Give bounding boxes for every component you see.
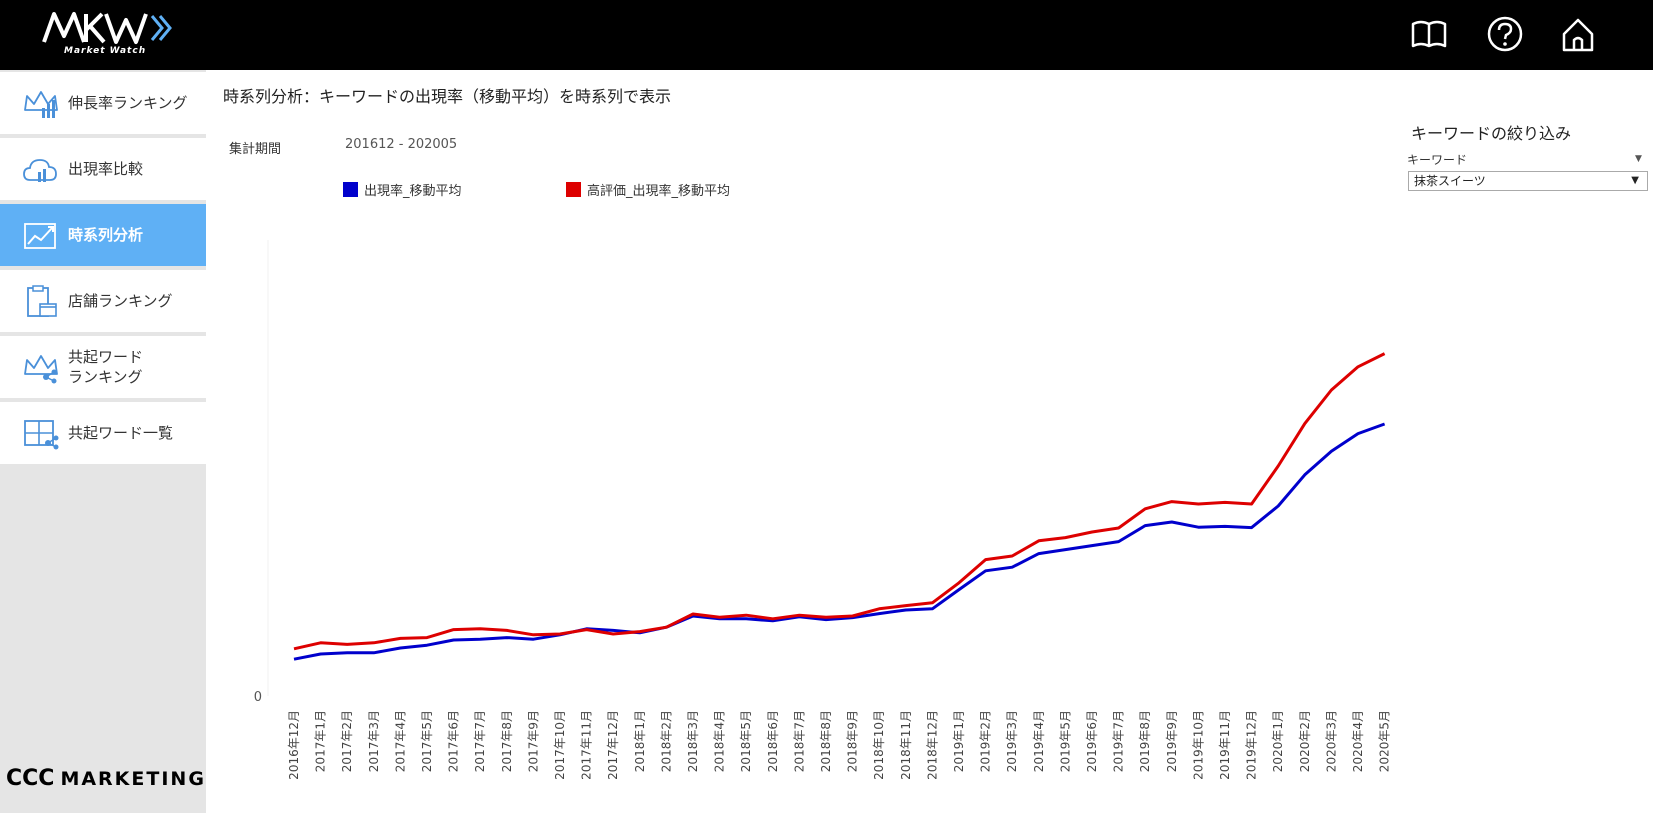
brand-text: MARKETING: [60, 768, 206, 790]
x-tick-label: 2017年11月: [580, 710, 594, 780]
clipboard-store-icon: [22, 284, 60, 318]
legend-item-high-rating[interactable]: 高評価_出現率_移動平均: [566, 180, 730, 199]
x-tick-label: 2018年8月: [819, 710, 833, 772]
x-tick-label: 2017年6月: [447, 710, 461, 772]
x-tick-label: 2018年10月: [872, 710, 886, 780]
keyword-field-label: キーワード: [1407, 153, 1468, 167]
x-tick-label: 2018年4月: [713, 710, 727, 772]
x-tick-label: 2017年9月: [526, 710, 540, 772]
x-tick-label: 2020年4月: [1351, 710, 1365, 772]
keyword-select[interactable]: 抹茶スイーツ ▼: [1408, 171, 1648, 191]
x-tick-label: 2019年4月: [1032, 710, 1046, 772]
x-tick-label: 2017年7月: [473, 710, 487, 772]
keyword-selected-value: 抹茶スイーツ: [1414, 174, 1486, 188]
sidebar-item-growth-ranking[interactable]: 伸長率ランキング: [0, 72, 206, 136]
x-tick-label: 2020年2月: [1298, 710, 1312, 772]
sidebar-item-label: 店舗ランキング: [68, 292, 173, 310]
sidebar-item-label: 伸長率ランキング: [68, 94, 188, 112]
x-tick-label: 2019年10月: [1191, 710, 1205, 780]
x-tick-label: 2018年5月: [739, 710, 753, 772]
series-line-0[interactable]: [293, 422, 1386, 661]
sidebar-item-label: 時系列分析: [68, 226, 144, 244]
x-tick-label: 2018年12月: [925, 710, 939, 780]
x-tick-label: 2017年1月: [314, 710, 328, 772]
x-tick-label: 2017年8月: [500, 710, 514, 772]
grid-network-icon: [22, 416, 60, 450]
x-tick-label: 2018年2月: [659, 710, 673, 772]
crown-network-icon: [22, 350, 60, 384]
x-tick-label: 2018年11月: [899, 710, 913, 780]
x-tick-label: 2018年9月: [846, 710, 860, 772]
trend-line-icon: [22, 218, 60, 252]
sidebar-item-store-ranking[interactable]: 店舗ランキング: [0, 270, 206, 334]
x-tick-label: 2017年5月: [420, 710, 434, 772]
period-label: 集計期間: [229, 142, 282, 157]
x-tick-label: 2016年12月: [287, 710, 301, 780]
x-tick-label: 2019年12月: [1245, 710, 1259, 780]
x-tick-label: 2020年1月: [1271, 710, 1285, 772]
x-tick-label: 2018年7月: [792, 710, 806, 772]
x-tick-label: 2019年7月: [1112, 710, 1126, 772]
x-tick-label: 2017年2月: [340, 710, 354, 772]
x-tick-label: 2017年12月: [606, 710, 620, 780]
x-tick-label: 2017年4月: [393, 710, 407, 772]
x-tick-label: 2019年8月: [1138, 710, 1152, 772]
period-value: 201612 - 202005: [345, 137, 458, 152]
brand-ccc: CCC: [6, 766, 55, 791]
crown-chart-icon: [22, 86, 60, 120]
x-tick-label: 2017年3月: [367, 710, 381, 772]
legend-swatch-red: [566, 182, 581, 197]
sidebar-item-cooccurrence-ranking[interactable]: 共起ワード ランキング: [0, 336, 206, 400]
legend-label: 高評価_出現率_移動平均: [587, 184, 731, 199]
x-tick-label: 2018年6月: [766, 710, 780, 772]
x-tick-label: 2019年3月: [1005, 710, 1019, 772]
x-tick-label: 2019年5月: [1058, 710, 1072, 772]
top-header: Market Watch: [0, 0, 1653, 70]
x-tick-label: 2018年3月: [686, 710, 700, 772]
line-chart: 0 2016年12月 2017年1月 2017年2月 2017年3月 2017年4月 201…: [254, 240, 1392, 780]
sidebar-item-label: 共起ワード一覧: [68, 424, 174, 442]
x-tick-label: 2019年9月: [1165, 710, 1179, 772]
help-icon[interactable]: [1485, 14, 1525, 54]
series-line-1[interactable]: [293, 352, 1386, 651]
logo-subtitle: Market Watch: [64, 46, 147, 56]
x-tick-label: 2017年10月: [553, 710, 567, 780]
legend-label: 出現率_移動平均: [364, 184, 462, 199]
x-tick-label: 2018年1月: [633, 710, 647, 772]
sidebar-item-label: 出現率比較: [68, 160, 144, 178]
filter-title: キーワードの絞り込み: [1411, 124, 1572, 143]
legend-item-rate[interactable]: 出現率_移動平均: [343, 180, 462, 199]
sidebar-item-cooccurrence-list[interactable]: 共起ワード一覧: [0, 402, 206, 466]
book-icon[interactable]: [1409, 14, 1449, 54]
x-tick-label: 2020年5月: [1378, 710, 1392, 772]
y-tick-label: 0: [254, 690, 262, 705]
mkw-logo[interactable]: Market Watch: [42, 8, 182, 60]
sidebar: 伸長率ランキング 出現率比較 時系列分析: [0, 70, 206, 813]
x-tick-label: 2019年2月: [979, 710, 993, 772]
time-series-chart: 0 2016年12月 2017年1月 2017年2月 2017年3月 2017年4月 201…: [210, 240, 1410, 813]
ccc-marketing-logo: CCC MARKETING: [6, 766, 206, 791]
cloud-bars-icon: [22, 152, 60, 186]
legend-swatch-blue: [343, 182, 358, 197]
sidebar-item-rate-compare[interactable]: 出現率比較: [0, 138, 206, 202]
x-tick-label: 2019年11月: [1218, 710, 1232, 780]
collapse-caret-icon[interactable]: ▼: [1635, 154, 1642, 164]
home-icon[interactable]: [1558, 14, 1598, 54]
sidebar-item-label: 共起ワード ランキング: [68, 348, 144, 386]
sidebar-item-time-series[interactable]: 時系列分析: [0, 204, 206, 268]
x-tick-label: 2019年6月: [1085, 710, 1099, 772]
x-tick-label: 2020年3月: [1324, 710, 1338, 772]
page-title: 時系列分析：キーワードの出現率（移動平均）を時系列で表示: [223, 87, 672, 106]
x-tick-label: 2019年1月: [952, 710, 966, 772]
chevron-down-icon: ▼: [1631, 175, 1639, 186]
mkw-logo-icon: [42, 12, 172, 44]
